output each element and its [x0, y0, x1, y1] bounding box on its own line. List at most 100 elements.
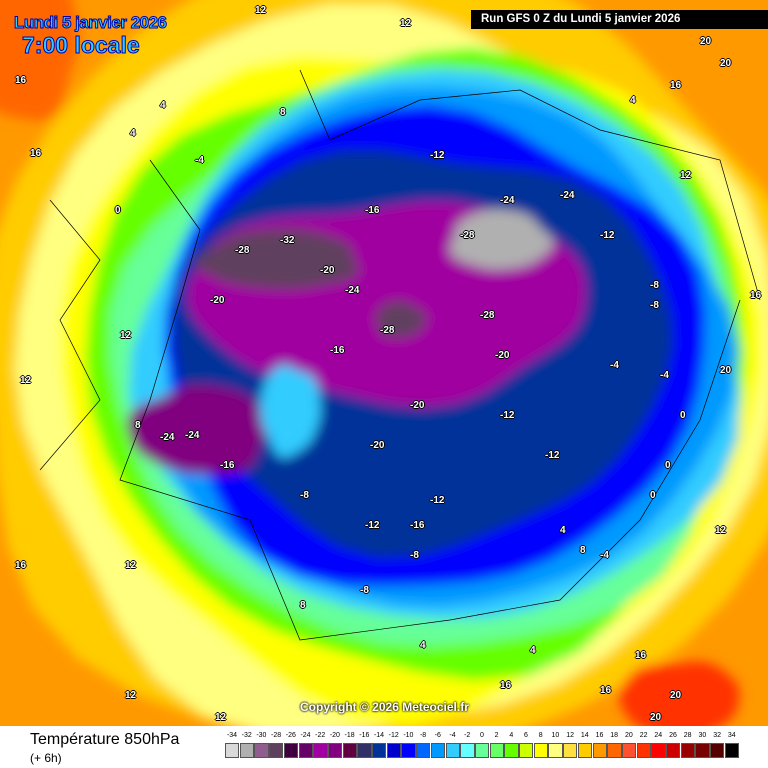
scale-tick: 8: [538, 732, 543, 739]
contour-label: 4: [420, 640, 426, 651]
contour-label: -4: [610, 360, 619, 371]
scale-swatch: [386, 743, 402, 758]
contour-label: 12: [680, 170, 692, 181]
scale-swatch: [357, 743, 372, 758]
scale-swatch: [430, 743, 446, 758]
scale-swatch: [313, 743, 328, 758]
scale-tick: 26: [669, 732, 677, 739]
scale-tick: 18: [610, 732, 619, 739]
copyright: Copyright © 2026 Meteociel.fr: [300, 700, 469, 714]
contour-label: 8: [580, 545, 586, 556]
contour-label: -28: [480, 310, 495, 321]
contour-label: 4: [630, 95, 636, 106]
contour-label: 0: [680, 410, 686, 421]
scale-swatch: [548, 743, 563, 758]
scale-tick: 10: [551, 732, 560, 739]
contour-label: -12: [545, 450, 560, 461]
scale-tick: 4: [509, 732, 514, 739]
scale-swatch: [504, 743, 519, 758]
scale-tick: 6: [524, 732, 528, 739]
contour-label: 0: [115, 205, 121, 216]
contour-label: 12: [20, 375, 32, 386]
forecast-time: 7:00 locale: [22, 32, 141, 59]
scale-tick: -14: [373, 732, 385, 739]
scale-tick: -32: [241, 732, 252, 739]
contour-label: 12: [715, 525, 727, 536]
scale-tick: 14: [580, 732, 589, 739]
cold-core-canada: [126, 383, 269, 474]
temperature-850hpa-map: [0, 0, 768, 726]
scale-swatch: [651, 743, 666, 758]
scale-tick: -20: [329, 732, 340, 739]
scale-swatch: [283, 743, 299, 758]
scale-tick: -24: [300, 732, 311, 739]
scale-swatch: [489, 743, 504, 758]
scale-swatch: [298, 743, 313, 758]
scale-tick: 34: [727, 732, 736, 739]
scale-swatch: [254, 743, 269, 758]
contour-label: 8: [135, 420, 141, 431]
scale-swatch: [621, 743, 637, 758]
contour-label: -20: [320, 265, 335, 276]
scale-swatch: [577, 743, 593, 758]
contour-label: -20: [370, 440, 385, 451]
scale-tick: 30: [698, 732, 707, 739]
contour-label: 16: [15, 75, 27, 86]
contour-label: 20: [670, 690, 682, 701]
contour-label: 12: [125, 560, 137, 571]
contour-label: 4: [530, 645, 536, 656]
contour-label: 16: [30, 148, 42, 159]
contour-label: -16: [365, 205, 380, 216]
scale-swatch: [327, 743, 343, 758]
coastline: [119, 159, 741, 641]
contour-label: 12: [400, 18, 412, 29]
scale-tick: -6: [434, 732, 441, 739]
contour-label: -24: [560, 190, 575, 201]
contour-label: -16: [220, 460, 235, 471]
cold-core-siberia-east: [449, 209, 554, 270]
contour-label: 20: [700, 36, 712, 47]
contour-label: 4: [160, 100, 166, 111]
contour-label: -20: [410, 400, 425, 411]
contour-label: 8: [300, 600, 306, 611]
scale-swatch: [592, 743, 607, 758]
contour-label: 16: [15, 560, 27, 571]
scale-swatch: [460, 743, 475, 758]
scale-tick: 24: [654, 732, 663, 739]
contour-label: -12: [500, 410, 515, 421]
contour-label: 20: [720, 58, 732, 69]
legend-footer: Température 850hPa (+ 6h) -34 -32 -30 -28 -2…: [0, 726, 768, 768]
contour-label: -8: [410, 550, 419, 561]
forecast-offset: (+ 6h): [30, 751, 62, 765]
scale-swatch: [533, 743, 549, 758]
scale-tick: 20: [624, 732, 633, 739]
scale-tick: 32: [713, 732, 721, 739]
scale-tick: -34: [226, 732, 238, 739]
scale-swatch: [474, 743, 490, 758]
scale-tick: -4: [449, 732, 456, 739]
scale-tick: -18: [344, 732, 355, 739]
contour-label: -12: [430, 495, 445, 506]
contour-label: -8: [360, 585, 369, 596]
scale-tick: -26: [285, 732, 296, 739]
contour-label: 20: [720, 365, 732, 376]
contour-label: -8: [300, 490, 309, 501]
contour-label: -24: [345, 285, 360, 296]
contour-label: -4: [600, 550, 609, 561]
contour-label: -4: [660, 370, 669, 381]
scale-tick: 0: [479, 732, 484, 739]
scale-swatch: [563, 743, 578, 758]
scale-swatch: [401, 743, 416, 758]
scale-tick: 12: [566, 732, 574, 739]
coastline: [299, 69, 761, 301]
contour-label: 16: [600, 685, 612, 696]
coastline: [39, 199, 101, 471]
scale-tick: -22: [315, 732, 326, 739]
scale-tick: -2: [464, 732, 471, 739]
warm-zone-nw: [0, 0, 79, 121]
contour-label: -4: [195, 155, 204, 166]
scale-tick: -16: [359, 732, 370, 739]
contour-label: 4: [560, 525, 566, 536]
contour-label: -24: [185, 430, 200, 441]
